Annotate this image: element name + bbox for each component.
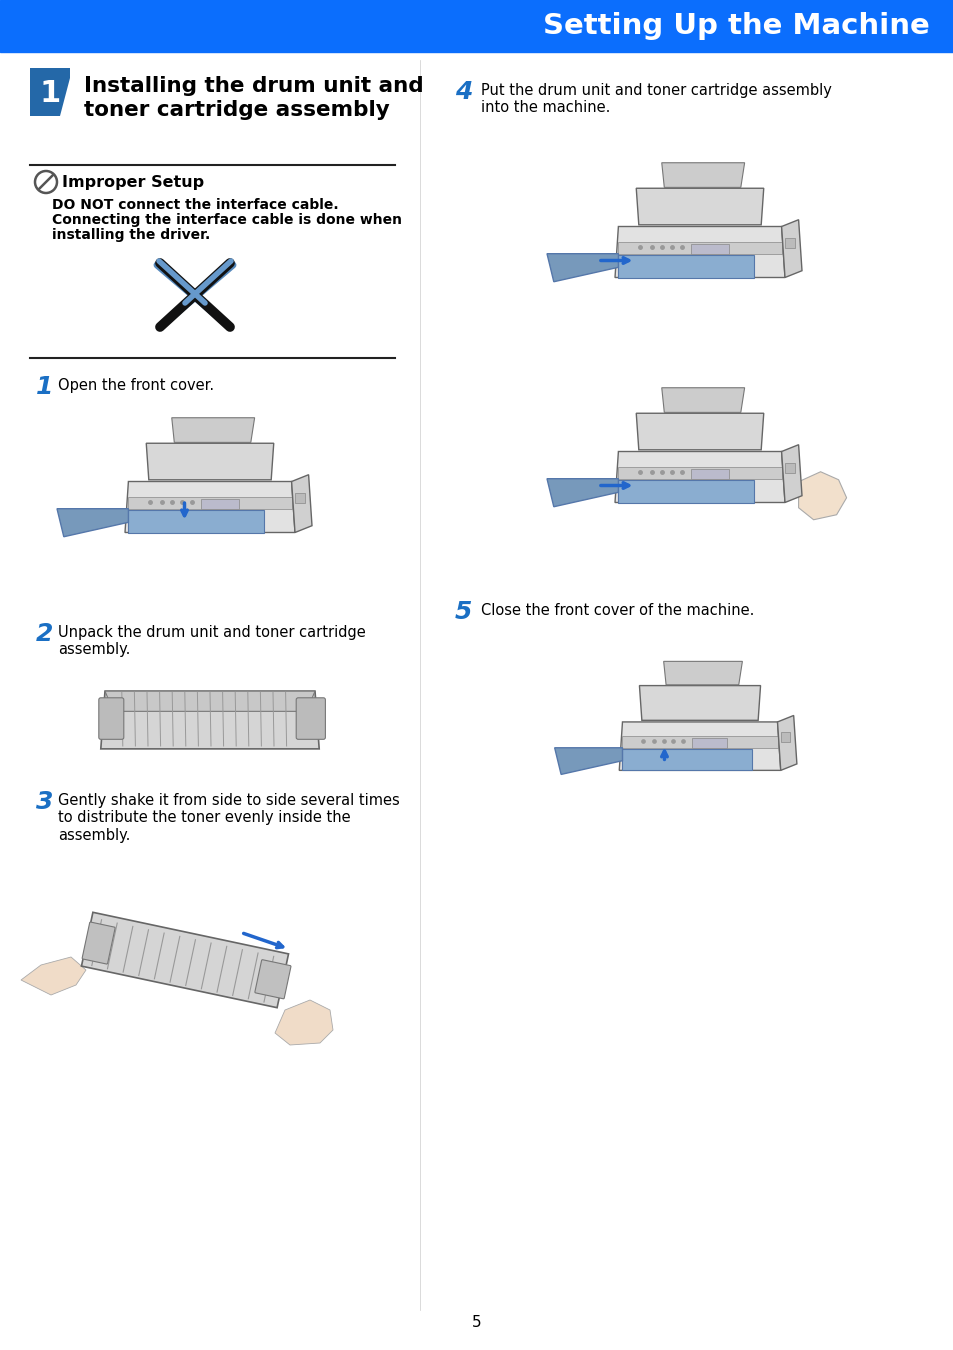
FancyBboxPatch shape [254,960,291,999]
Text: 5: 5 [472,1315,481,1330]
Polygon shape [129,510,264,532]
Polygon shape [101,691,319,749]
Text: 2: 2 [36,622,53,647]
Text: Close the front cover of the machine.: Close the front cover of the machine. [480,603,754,618]
Polygon shape [60,78,70,116]
Bar [691,243,728,254]
Text: Installing the drum unit and: Installing the drum unit and [84,76,423,96]
Polygon shape [274,1000,333,1045]
Polygon shape [21,957,86,995]
Text: Unpack the drum unit and toner cartridge
assembly.: Unpack the drum unit and toner cartridge… [58,625,365,657]
Polygon shape [618,722,780,771]
FancyBboxPatch shape [99,698,124,740]
Text: 1: 1 [39,80,61,108]
Polygon shape [777,716,796,771]
Polygon shape [105,691,314,711]
Polygon shape [621,737,777,748]
Polygon shape [618,481,754,502]
Bar [0,0,953,53]
Bar [201,498,238,509]
Bar [81,913,288,1007]
Polygon shape [781,220,801,278]
Bar [691,468,728,479]
Polygon shape [639,686,760,721]
Text: installing the driver.: installing the driver. [52,228,210,242]
Text: DO NOT connect the interface cable.: DO NOT connect the interface cable. [52,198,338,212]
Text: 1: 1 [36,375,53,400]
Polygon shape [554,748,621,775]
Text: 3: 3 [36,790,53,814]
Bar [784,463,795,472]
Polygon shape [781,444,801,502]
Polygon shape [615,227,784,278]
Polygon shape [172,417,254,443]
Polygon shape [292,475,312,532]
Text: toner cartridge assembly: toner cartridge assembly [84,100,390,120]
Polygon shape [129,497,292,509]
Text: 5: 5 [455,599,472,624]
Polygon shape [663,662,741,684]
Polygon shape [125,482,294,532]
Bar [780,733,790,743]
Polygon shape [146,443,274,479]
Polygon shape [636,188,763,225]
FancyBboxPatch shape [295,698,325,740]
Text: Setting Up the Machine: Setting Up the Machine [542,12,929,40]
Polygon shape [636,413,763,450]
Polygon shape [798,471,845,520]
Polygon shape [615,451,784,502]
Bar [691,738,727,748]
Text: Connecting the interface cable is done when: Connecting the interface cable is done w… [52,213,401,227]
Text: 4: 4 [455,80,472,104]
Bar [294,493,305,502]
Polygon shape [618,242,781,254]
Bar [30,68,70,116]
Text: Improper Setup: Improper Setup [62,174,204,189]
Polygon shape [618,467,781,479]
Polygon shape [546,479,618,506]
Text: Open the front cover.: Open the front cover. [58,378,213,393]
Polygon shape [661,163,744,188]
FancyBboxPatch shape [82,922,115,964]
Polygon shape [546,254,618,282]
Polygon shape [57,509,129,537]
Polygon shape [661,387,744,412]
Polygon shape [621,749,751,771]
Text: Gently shake it from side to side several times
to distribute the toner evenly i: Gently shake it from side to side severa… [58,792,399,842]
Text: Put the drum unit and toner cartridge assembly
into the machine.: Put the drum unit and toner cartridge as… [480,82,831,115]
Polygon shape [618,255,754,278]
Bar [784,238,795,248]
